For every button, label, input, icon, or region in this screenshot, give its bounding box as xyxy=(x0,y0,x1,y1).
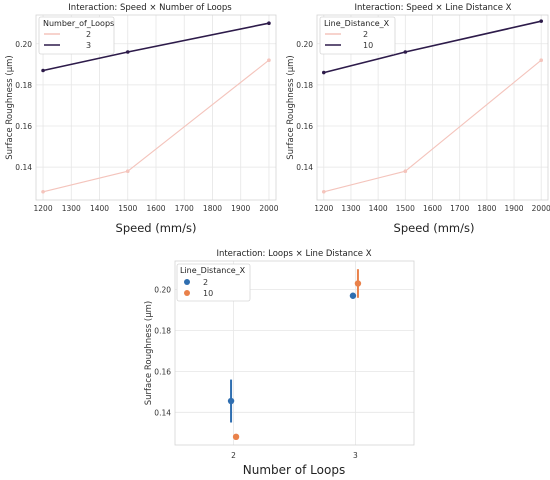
x-tick-label: 1900 xyxy=(231,204,250,213)
plot-frame xyxy=(35,14,277,201)
legend-entry: 10 xyxy=(363,41,373,50)
x-tick-label: 1500 xyxy=(118,204,137,213)
y-tick-label: 0.16 xyxy=(296,122,313,131)
y-axis-label: Surface Roughness (μm) xyxy=(144,301,154,405)
data-point xyxy=(41,189,45,194)
x-tick-label: 1900 xyxy=(504,204,523,213)
y-tick-labels: 0.14 0.16 0.18 0.20 xyxy=(296,40,313,172)
legend: Line_Distance_X 2 10 xyxy=(319,16,396,55)
data-point xyxy=(403,169,408,174)
legend-entry: 2 xyxy=(363,30,368,39)
legend-title: Number_of_Loops xyxy=(43,19,114,28)
y-tick-label: 0.18 xyxy=(154,327,171,336)
x-tick-label: 1300 xyxy=(341,204,360,213)
chart-panel-loops-line-distance: Interaction: Loops × Line Distance X 0.1… xyxy=(144,249,415,477)
grid-lines xyxy=(175,261,414,445)
legend-title: Line_Distance_X xyxy=(324,19,390,28)
data-point xyxy=(321,70,326,75)
data-point xyxy=(403,50,408,54)
x-tick-label: 1400 xyxy=(90,204,109,213)
x-tick-label: 1300 xyxy=(62,204,81,213)
x-tick-label: 2 xyxy=(231,451,236,460)
legend: Number_of_Loops 2 3 xyxy=(38,16,115,55)
legend: Line_Distance_X 2 10 xyxy=(176,263,251,302)
data-point xyxy=(41,68,45,73)
y-axis-label: Surface Roughness (μm) xyxy=(286,55,296,159)
series-group xyxy=(41,21,271,194)
x-tick-label: 2000 xyxy=(532,204,550,213)
x-tick-label: 1400 xyxy=(369,204,388,213)
data-point xyxy=(125,50,130,54)
x-tick-label: 1600 xyxy=(146,204,165,213)
data-point xyxy=(125,169,130,174)
y-tick-labels: 0.14 0.16 0.18 0.20 xyxy=(154,286,171,418)
x-tick-label: 1800 xyxy=(477,204,496,213)
data-point xyxy=(232,433,240,441)
data-point xyxy=(227,397,235,405)
y-tick-label: 0.18 xyxy=(296,81,313,90)
y-tick-label: 0.14 xyxy=(154,408,171,417)
x-tick-label: 3 xyxy=(353,451,358,460)
chart-title: Interaction: Speed × Line Distance X xyxy=(355,3,512,13)
data-point xyxy=(321,189,326,194)
y-axis-label: Surface Roughness (μm) xyxy=(5,55,15,159)
y-tick-label: 0.16 xyxy=(15,122,32,131)
legend-box xyxy=(176,263,251,302)
legend-entry: 2 xyxy=(203,278,208,287)
plot-frame xyxy=(174,260,415,446)
data-point xyxy=(539,19,544,23)
x-axis-label: Number of Loops xyxy=(243,463,345,477)
legend-entry: 2 xyxy=(86,30,91,39)
y-tick-label: 0.20 xyxy=(154,286,171,295)
y-tick-label: 0.16 xyxy=(154,367,171,376)
chart-title: Interaction: Speed × Number of Loops xyxy=(68,3,232,13)
x-tick-label: 1200 xyxy=(34,204,53,213)
data-point xyxy=(539,58,544,63)
x-axis-label: Speed (mm/s) xyxy=(394,221,475,235)
plot-frame xyxy=(316,14,549,201)
x-tick-label: 1600 xyxy=(423,204,442,213)
data-point xyxy=(267,21,271,26)
series-group xyxy=(321,19,544,194)
x-tick-labels: 1200 1300 1400 1500 1600 1700 1800 1900 2000 xyxy=(314,204,550,213)
legend-swatch xyxy=(184,290,190,296)
x-tick-label: 1200 xyxy=(314,204,333,213)
series-group xyxy=(227,269,362,441)
y-tick-label: 0.14 xyxy=(296,163,313,172)
y-tick-label: 0.14 xyxy=(15,163,32,172)
chart-title: Interaction: Loops × Line Distance X xyxy=(216,249,371,259)
x-tick-labels: 1200 1300 1400 1500 1600 1700 1800 1900 2000 xyxy=(34,204,279,213)
y-tick-label: 0.20 xyxy=(296,40,313,49)
data-point xyxy=(267,58,271,63)
x-tick-label: 2000 xyxy=(259,204,278,213)
y-tick-label: 0.18 xyxy=(15,81,32,90)
x-tick-label: 1700 xyxy=(175,204,194,213)
legend-title: Line_Distance_X xyxy=(180,266,246,275)
legend-swatch xyxy=(184,279,190,285)
x-axis-label: Speed (mm/s) xyxy=(116,221,197,235)
data-point xyxy=(349,292,357,299)
chart-panel-speed-loops: Interaction: Speed × Number of Loops 0.1… xyxy=(5,3,279,235)
data-point xyxy=(354,280,362,287)
chart-panel-speed-line-distance: Interaction: Speed × Line Distance X 0.1… xyxy=(286,3,550,235)
legend-entry: 10 xyxy=(203,289,213,298)
x-tick-label: 1800 xyxy=(203,204,222,213)
legend-entry: 3 xyxy=(86,41,91,50)
x-tick-label: 1500 xyxy=(396,204,415,213)
x-tick-label: 1700 xyxy=(450,204,469,213)
y-tick-labels: 0.14 0.16 0.18 0.20 xyxy=(15,40,32,172)
y-tick-label: 0.20 xyxy=(15,40,32,49)
